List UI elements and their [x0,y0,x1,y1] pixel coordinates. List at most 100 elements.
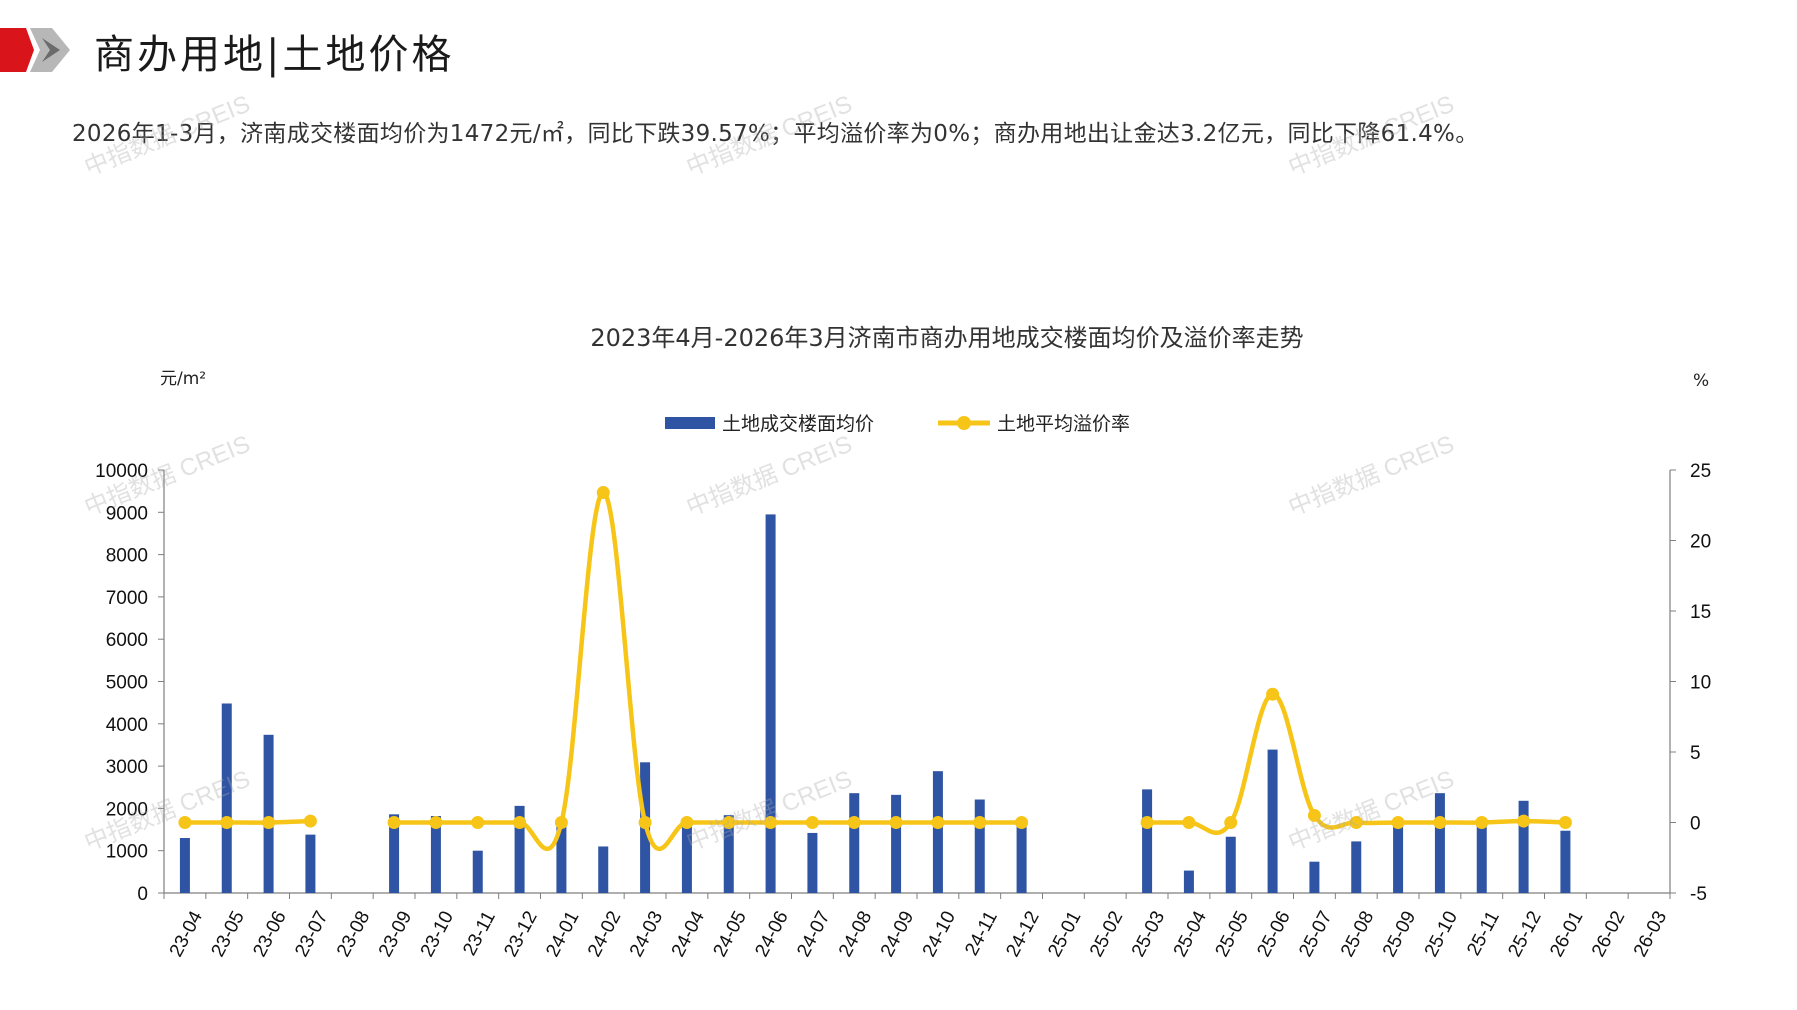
premium-rate-point [680,816,694,829]
bar [765,514,776,893]
x-tick-label: 25-04 [1170,907,1212,960]
y-left-tick-label: 2000 [106,799,148,820]
premium-rate-line [391,490,1024,852]
y-left-tick-label: 5000 [106,673,148,694]
x-tick-label: 23-08 [333,908,374,961]
premium-rate-point [1224,816,1238,829]
premium-rate-point [805,816,819,829]
x-tick-label: 23-06 [249,908,290,961]
premium-rate-point [1558,816,1572,829]
bar [807,832,818,893]
legend-label-bar: 土地成交楼面均价 [722,413,874,435]
y-right-tick-label: 10 [1690,673,1711,694]
x-tick-label: 23-10 [417,908,458,961]
premium-rate-point [513,816,527,829]
premium-rate-point [847,816,861,829]
bar [1267,749,1278,893]
premium-rate-point [1266,687,1280,701]
bar [932,771,943,893]
x-tick-label: 25-12 [1504,908,1545,961]
x-tick-label: 24-07 [793,908,834,961]
bar [1393,823,1404,893]
x-tick-label: 24-04 [668,907,710,960]
bar [891,794,902,893]
bar [1142,789,1153,893]
premium-rate-point [554,816,568,829]
x-tick-label: 25-09 [1379,908,1420,961]
x-tick-label: 25-10 [1421,908,1462,961]
bar [1434,793,1445,893]
x-tick-label: 23-05 [208,908,249,961]
premium-rate-point [973,816,987,829]
x-tick-label: 25-06 [1253,908,1294,961]
y-right-tick-label: 15 [1690,602,1711,623]
premium-rate-line [1144,691,1568,835]
bar [556,821,567,893]
x-tick-label: 25-11 [1463,908,1504,960]
x-tick-label: 24-03 [626,908,667,961]
bar [723,815,734,893]
y-left-tick-label: 1000 [106,842,148,863]
bar [1225,836,1236,893]
premium-rate-point [1182,816,1196,829]
y-right-tick-label: 20 [1690,532,1711,553]
x-tick-label: 24-11 [961,908,1002,960]
y-left-tick-label: 6000 [106,630,148,651]
x-tick-label: 25-03 [1128,908,1169,961]
y-left-tick-label: 3000 [106,757,148,778]
bar [514,805,525,893]
x-tick-label: 25-05 [1212,908,1253,961]
premium-rate-point [303,814,317,828]
premium-rate-point [764,816,778,829]
y-right-tick-label: 0 [1690,814,1701,835]
legend-label-line: 土地平均溢价率 [997,413,1130,435]
summary-text: 2026年1-3月，济南成交楼面均价为1472元/㎡，同比下跌39.57%；平均… [72,121,1479,147]
bar [430,816,441,893]
x-tick-label: 23-11 [459,908,500,960]
premium-rate-point [931,816,945,829]
bar [974,799,985,893]
y-right-unit: % [1693,371,1709,391]
bar [681,820,692,893]
premium-rate-point [1140,816,1154,829]
chart-title: 2023年4月-2026年3月济南市商办用地成交楼面均价及溢价率走势 [590,324,1303,352]
premium-rate-point [429,816,443,829]
x-tick-label: 24-05 [710,908,751,961]
bar [1560,830,1571,893]
brand-logo [0,28,70,72]
y-left-tick-label: 7000 [106,588,148,609]
premium-rate-point [1433,816,1447,829]
premium-rate-point [471,816,485,829]
x-tick-label: 23-07 [291,908,332,961]
x-tick-label: 25-02 [1086,908,1127,961]
y-left-tick-label: 4000 [106,715,148,736]
premium-rate-point [1391,816,1405,829]
premium-rate-point [262,816,276,829]
bar [1016,821,1027,893]
bar [263,734,274,893]
y-right-tick-label: -5 [1690,884,1707,905]
x-tick-label: 25-01 [1044,908,1085,961]
x-tick-label: 26-01 [1546,908,1587,961]
y-left-tick-label: 8000 [106,546,148,567]
bar [179,838,190,893]
x-tick-label: 24-09 [877,908,918,961]
x-tick-label: 24-06 [751,908,792,961]
x-tick-label: 24-01 [542,908,583,961]
bar [1518,800,1529,893]
y-left-tick-label: 9000 [106,503,148,524]
bar [221,703,232,893]
premium-rate-point [220,816,234,829]
bar [598,846,609,893]
x-tick-label: 26-03 [1630,908,1671,961]
x-tick-label: 23-12 [500,908,541,961]
page-title: 商办用地|土地价格 [94,32,455,78]
premium-rate-point [387,816,401,829]
bar [1476,821,1487,893]
bar [472,850,483,893]
bar [389,814,400,893]
premium-rate-line [182,818,313,825]
premium-rate-point [722,816,736,829]
bar [305,834,316,893]
